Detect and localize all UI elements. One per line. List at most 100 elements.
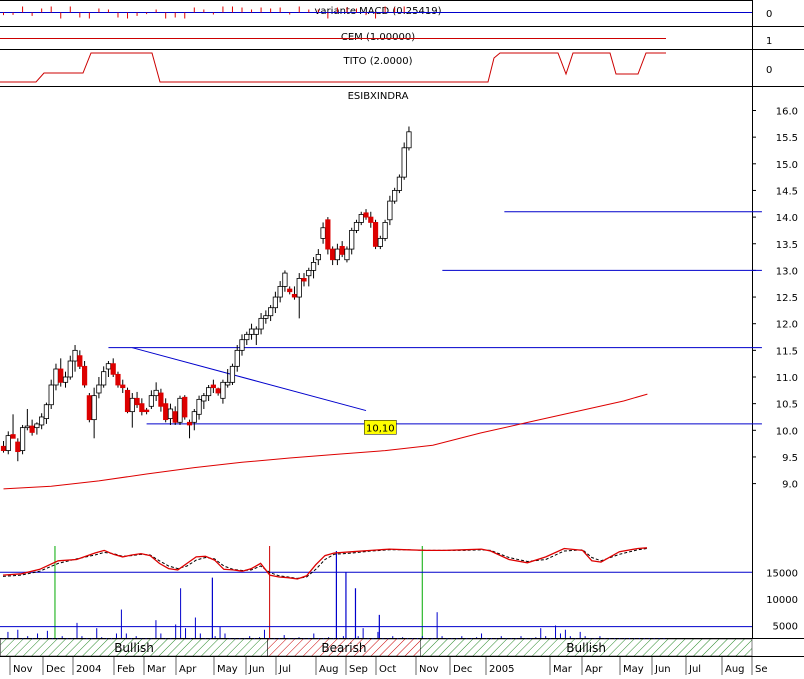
candle-body [291,293,298,298]
candle-body [86,395,92,421]
price-tick-label: 10.5 [776,400,798,411]
price-tick-label: 10.0 [776,426,798,437]
candle-body [396,176,403,191]
volume-tick-label: 10000 [766,595,798,606]
price-tick-label: 12.5 [776,293,798,304]
time-tick-label: Nov [419,664,439,675]
stochastic-main-line [2,547,648,580]
annotation-box [364,420,397,435]
candle-body [182,396,188,418]
time-tick-label: Apr [585,664,603,675]
price-tick-label: 14.0 [776,213,798,224]
price-tick-label: 9.0 [782,480,798,491]
indicator-macd-label: variante MACD (0.25419) [315,6,442,17]
candle-body [67,360,73,378]
candle-body [353,222,360,231]
candle-body [177,397,183,423]
candle-body [101,371,107,386]
price-axis: 9.0 9.5 10.0 10.5 11.0 11.5 12.0 12.5 13.0 13.5 14… [752,107,798,491]
candle-body [148,395,154,407]
time-tick-label: Dec [453,664,472,675]
candle-body [306,269,312,277]
candle-body [325,219,331,250]
candle-body [15,441,21,453]
price-tick-label: 14.5 [776,186,798,197]
indicator-tito-axis-value: 0 [766,65,772,76]
candle-body [201,395,207,402]
candle-body [310,262,317,271]
signal-bands: Bullish Bearish Bullish [0,638,753,657]
candle-body [24,425,30,429]
candlesticks [0,126,412,462]
time-tick-label: Apr [179,664,197,675]
candle-body [253,328,259,335]
time-tick-label: Sep [349,664,368,675]
candle-body [387,200,393,221]
candle-body [139,403,145,413]
candle-body [258,317,264,330]
candle-body [282,272,288,287]
candle-body [19,427,26,451]
time-tick-label: Se [755,664,768,675]
candle-body [167,408,174,419]
candle-body [272,296,278,309]
candle-body [72,349,78,362]
candle-body [315,254,321,261]
candle-body [349,230,355,250]
candle-body [191,411,197,423]
price-tick-label: 12.0 [776,320,798,331]
candle-body [296,277,302,298]
candle-body [220,381,226,399]
candle-body [268,307,274,317]
time-tick-label: Dec [46,664,65,675]
candle-body [239,339,245,351]
candle-body [153,389,159,397]
time-tick-label: Mar [553,664,573,675]
time-tick-label: 2005 [489,664,514,675]
time-tick-label: Aug [319,664,339,675]
time-tick-label: Jul [688,664,701,675]
volume-bars [0,551,752,645]
price-annotation: 10,10 [364,420,397,435]
candle-body [210,384,216,389]
time-tick-label: Aug [725,664,745,675]
candle-body [48,384,54,406]
candle-body [0,445,7,451]
candle-body [129,397,135,413]
support-resistance-lines [108,211,762,425]
price-tick-label: 15.0 [776,160,798,171]
time-tick-label: Mar [147,664,167,675]
volume-tick-label: 15000 [766,568,798,579]
candle-body [330,248,336,261]
trendlines [132,347,367,412]
candle-body [186,421,193,426]
candle-body [287,288,293,293]
indicator-macd-axis-value: 0 [766,9,772,20]
candle-body [115,373,121,386]
candle-body [248,328,255,335]
candle-body [225,381,231,386]
candle-body [382,222,388,239]
candle-body [363,212,369,218]
candle-body [163,403,169,421]
candle-body [96,384,102,394]
candle-body [263,315,269,319]
candle-body [301,277,307,282]
panel-frames [0,0,804,657]
time-tick-label: Oct [379,664,396,675]
candle-body [277,285,283,298]
signal-band-label: Bullish [566,641,606,655]
candle-body [334,248,341,261]
candle-body [53,368,59,386]
candle-body [110,363,116,375]
chart-title: ESIBXINDRA [348,91,409,102]
price-tick-label: 11.0 [776,373,798,384]
price-tick-label: 13.5 [776,240,798,251]
candle-body [206,387,212,397]
candle-body [34,423,40,429]
signal-band-label: Bullish [114,641,154,655]
time-tick-label: May [217,664,238,675]
candle-body [120,384,126,389]
